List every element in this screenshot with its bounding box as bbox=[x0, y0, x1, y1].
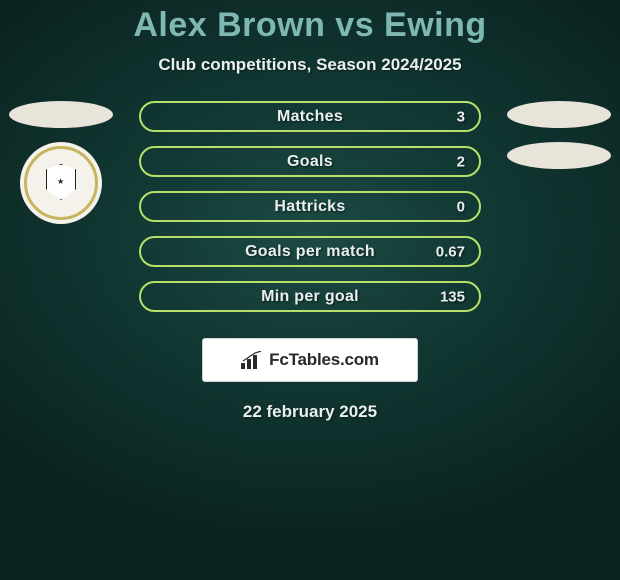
player-left-column: ★ bbox=[6, 101, 116, 224]
stat-bar: Goals per match 0.67 bbox=[139, 236, 481, 267]
brand-box: FcTables.com bbox=[202, 338, 418, 382]
badge-star-icon: ★ bbox=[57, 177, 64, 186]
stat-bar: Min per goal 135 bbox=[139, 281, 481, 312]
brand-chart-icon bbox=[241, 351, 263, 369]
stat-value: 3 bbox=[457, 108, 465, 125]
stat-bar: Goals 2 bbox=[139, 146, 481, 177]
player-slot-ellipse bbox=[507, 142, 611, 169]
player-slot-ellipse bbox=[9, 101, 113, 128]
stat-bar: Hattricks 0 bbox=[139, 191, 481, 222]
season-subtitle: Club competitions, Season 2024/2025 bbox=[0, 55, 620, 75]
stat-value: 0 bbox=[457, 198, 465, 215]
stat-label: Hattricks bbox=[274, 198, 345, 216]
stats-bars: Matches 3 Goals 2 Hattricks 0 Goals per … bbox=[139, 101, 481, 312]
card-content: Alex Brown vs Ewing Club competitions, S… bbox=[0, 0, 620, 580]
stat-value: 0.67 bbox=[436, 243, 465, 260]
stat-bar: Matches 3 bbox=[139, 101, 481, 132]
player-slot-ellipse bbox=[507, 101, 611, 128]
stat-label: Goals per match bbox=[245, 243, 375, 261]
brand-label: FcTables.com bbox=[269, 350, 379, 370]
player-right-column bbox=[504, 101, 614, 169]
stat-value: 2 bbox=[457, 153, 465, 170]
stat-label: Matches bbox=[277, 108, 343, 126]
stat-label: Goals bbox=[287, 153, 333, 171]
comparison-title: Alex Brown vs Ewing bbox=[0, 6, 620, 45]
stat-value: 135 bbox=[440, 288, 465, 305]
stat-label: Min per goal bbox=[261, 288, 359, 306]
snapshot-date: 22 february 2025 bbox=[0, 402, 620, 422]
club-badge: ★ bbox=[20, 142, 102, 224]
main-layout: ★ Matches 3 Goals 2 Hattricks 0 Goals pe… bbox=[0, 101, 620, 312]
